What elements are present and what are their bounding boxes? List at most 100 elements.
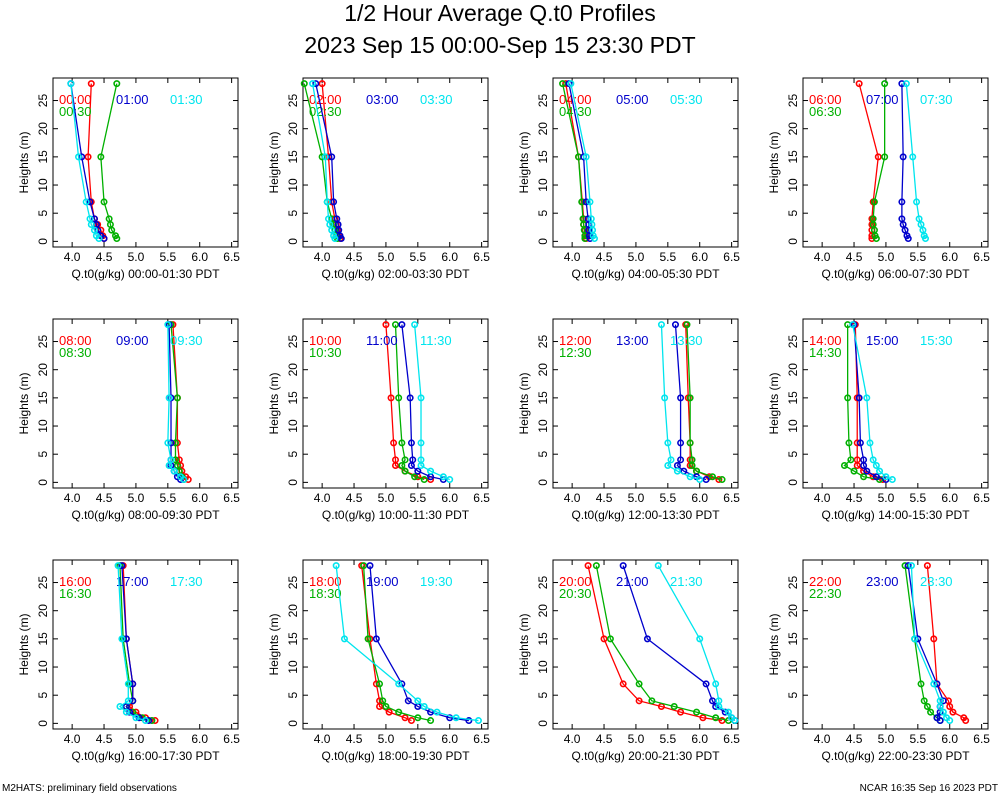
- y-axis-label: Heights (m): [517, 131, 531, 193]
- y-tick-label: 10: [786, 419, 800, 433]
- y-axis-label: Heights (m): [267, 613, 281, 675]
- legend-label-03:30: 03:30: [420, 92, 453, 107]
- x-tick-label: 6.5: [473, 250, 490, 264]
- profile-point: [427, 467, 435, 475]
- profile-point: [407, 439, 415, 447]
- x-tick-label: 4.0: [314, 250, 331, 264]
- profile-point: [664, 439, 672, 447]
- profile-point: [465, 717, 473, 725]
- y-tick-label: 15: [536, 391, 550, 405]
- profile-point: [114, 562, 122, 570]
- legend-label-05:30: 05:30: [670, 92, 703, 107]
- profile-line-17:30: [117, 565, 146, 722]
- y-tick-label: 0: [786, 720, 800, 727]
- profile-point: [728, 714, 736, 722]
- x-tick-label: 6.0: [691, 491, 708, 505]
- y-tick-label: 10: [536, 419, 550, 433]
- profile-point: [840, 461, 848, 469]
- legend-label-06:00: 06:00: [809, 92, 842, 107]
- x-tick-label: 6.0: [941, 250, 958, 264]
- profile-point: [124, 697, 132, 705]
- x-tick-label: 4.0: [314, 491, 331, 505]
- x-tick-label: 4.5: [596, 491, 613, 505]
- y-tick-label: 20: [286, 122, 300, 136]
- y-tick-label: 5: [36, 692, 50, 699]
- y-tick-label: 20: [786, 122, 800, 136]
- profile-point: [118, 562, 126, 570]
- profile-panel-7: 4.0 4.5 5.0 5.5 6.0 6.5 0 5 10 15 20 25 Heights (m) Q…: [517, 318, 740, 522]
- profile-point: [592, 562, 600, 570]
- profile-point: [420, 476, 428, 484]
- plot-frame: [552, 559, 739, 730]
- profile-point: [712, 714, 720, 722]
- profile-point: [667, 456, 675, 464]
- y-tick-label: 15: [786, 632, 800, 646]
- profile-point: [582, 198, 590, 206]
- y-tick-label: 5: [536, 451, 550, 458]
- profile-point: [446, 714, 454, 722]
- y-tick-label: 15: [36, 391, 50, 405]
- profile-point: [325, 215, 333, 223]
- x-tick-label: 6.5: [723, 250, 740, 264]
- y-tick-label: 10: [536, 178, 550, 192]
- legend-label-20:00: 20:00: [559, 574, 592, 589]
- profile-point: [420, 702, 428, 710]
- legend-label-15:30: 15:30: [920, 333, 953, 348]
- profile-point: [904, 562, 912, 570]
- profile-point: [406, 394, 414, 402]
- x-tick-label: 5.0: [378, 732, 395, 746]
- y-tick-label: 15: [536, 632, 550, 646]
- x-axis-label: Q.t0(g/kg) 10:00-11:30 PDT: [322, 508, 470, 522]
- x-tick-label: 6.5: [223, 250, 240, 264]
- y-tick-label: 0: [36, 720, 50, 727]
- profile-point: [171, 439, 179, 447]
- y-tick-label: 10: [286, 660, 300, 674]
- x-tick-label: 6.5: [473, 732, 490, 746]
- legend-label-08:30: 08:30: [59, 345, 92, 360]
- profile-point: [872, 461, 880, 469]
- profile-point: [712, 680, 720, 688]
- y-tick-label: 15: [786, 150, 800, 164]
- y-tick-label: 0: [36, 238, 50, 245]
- profile-point: [567, 80, 575, 88]
- y-tick-label: 5: [286, 210, 300, 217]
- profile-point: [913, 198, 921, 206]
- profile-point: [683, 321, 691, 329]
- profile-point: [869, 456, 877, 464]
- profile-point: [619, 680, 627, 688]
- profile-point: [398, 439, 406, 447]
- y-tick-label: 5: [536, 692, 550, 699]
- profile-point: [411, 473, 419, 481]
- x-tick-label: 6.5: [223, 732, 240, 746]
- x-tick-label: 6.0: [191, 491, 208, 505]
- profile-point: [874, 153, 882, 161]
- x-axis-label: Q.t0(g/kg) 20:00-21:30 PDT: [571, 749, 720, 763]
- profile-point: [142, 717, 150, 725]
- profile-point: [869, 215, 877, 223]
- profile-point: [619, 562, 627, 570]
- x-axis-label: Q.t0(g/kg) 06:00-07:30 PDT: [821, 267, 970, 281]
- profile-point: [699, 714, 707, 722]
- x-tick-label: 5.5: [909, 732, 926, 746]
- x-tick-label: 5.0: [878, 491, 895, 505]
- y-tick-label: 15: [286, 391, 300, 405]
- x-axis-label: Q.t0(g/kg) 16:00-17:30 PDT: [71, 749, 220, 763]
- profile-point: [677, 456, 685, 464]
- x-tick-label: 6.0: [191, 250, 208, 264]
- x-tick-label: 6.0: [941, 732, 958, 746]
- profile-point: [409, 456, 417, 464]
- profile-point: [919, 226, 927, 234]
- plot-frame: [552, 318, 739, 489]
- y-tick-label: 15: [786, 391, 800, 405]
- y-tick-label: 10: [286, 419, 300, 433]
- y-tick-label: 5: [786, 451, 800, 458]
- profile-point: [933, 714, 941, 722]
- y-tick-label: 15: [536, 150, 550, 164]
- plot-frame: [52, 318, 239, 489]
- x-tick-label: 6.0: [441, 250, 458, 264]
- y-tick-label: 25: [786, 335, 800, 349]
- y-tick-label: 25: [786, 576, 800, 590]
- x-tick-label: 4.0: [564, 491, 581, 505]
- legend-label-04:30: 04:30: [559, 104, 592, 119]
